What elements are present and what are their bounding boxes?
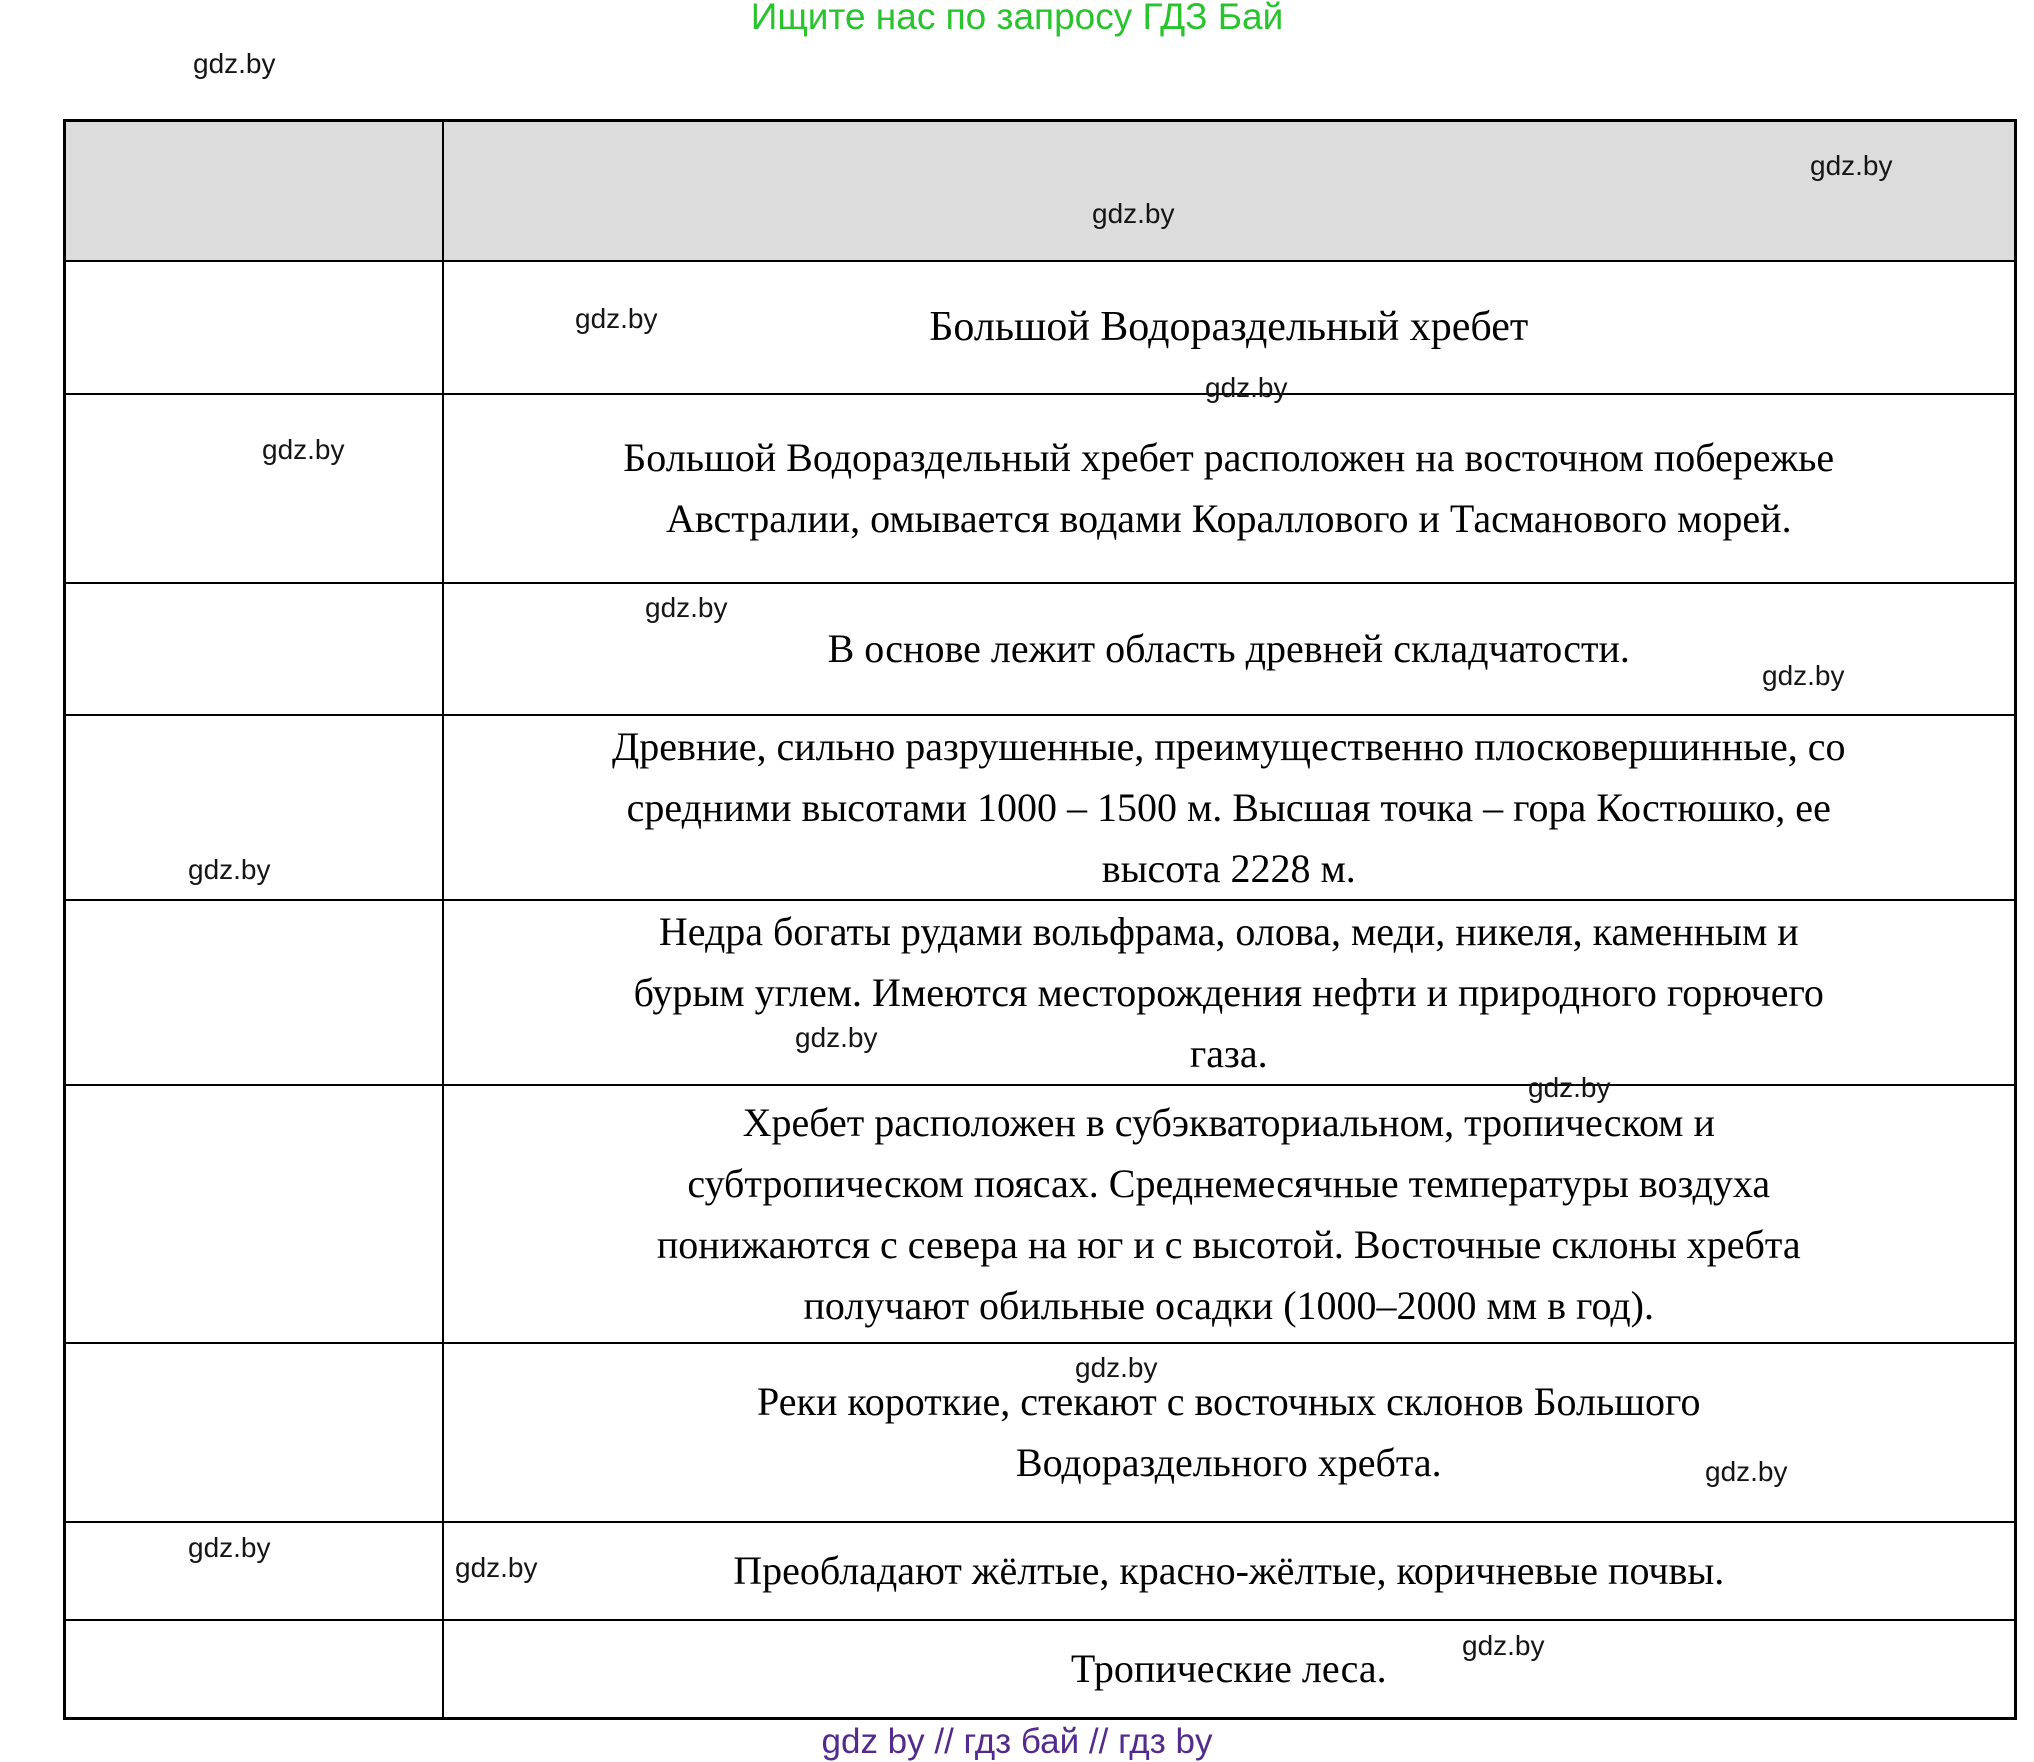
gdz-watermark: gdz.by: [193, 48, 276, 79]
cell-geographic-position: Большой Водораздельный хребет расположен…: [441, 392, 2017, 584]
criteria-cell-minerals: [63, 898, 444, 1086]
criteria-cell-climate: [63, 1083, 444, 1344]
gdz-watermark: gdz.by: [188, 854, 271, 885]
cell-rivers: Реки короткие, стекают с восточных склон…: [441, 1341, 2017, 1523]
cell-minerals: Недра богаты рудами вольфрама, олова, ме…: [441, 898, 2017, 1086]
gdz-watermark: gdz.by: [1705, 1456, 1788, 1487]
gdz-watermark: gdz.by: [795, 1022, 878, 1053]
gdz-watermark: gdz.by: [262, 434, 345, 465]
cell-soils: Преобладают жёлтые, красно-жёлтые, корич…: [441, 1520, 2017, 1621]
cell-relief: Древние, сильно разрушенные, преимуществ…: [441, 713, 2017, 901]
gdz-watermark: gdz.by: [1462, 1630, 1545, 1661]
criteria-cell-soils: [63, 1520, 444, 1621]
gdz-watermark: gdz.by: [1810, 150, 1893, 181]
table-row-minerals: Недра богаты рудами вольфрама, олова, ме…: [63, 898, 2017, 1086]
table-row-geographic-position: Большой Водораздельный хребет расположен…: [63, 392, 2017, 584]
gdz-watermark: gdz.by: [1528, 1072, 1611, 1103]
header-cell-right: [441, 119, 2017, 262]
promo-banner: Ищите нас по запросу ГДЗ Бай: [750, 0, 1284, 37]
criteria-cell-title: [63, 259, 444, 395]
gdz-watermark: gdz.by: [575, 303, 658, 334]
table-row-vegetation: Тропические леса.: [63, 1618, 2017, 1720]
cell-title: Большой Водораздельный хребет: [441, 259, 2017, 395]
cell-tectonic-basis: В основе лежит область древней складчато…: [441, 581, 2017, 716]
table-row-climate: Хребет расположен в субэкваториальном, т…: [63, 1083, 2017, 1344]
table-row-relief: Древние, сильно разрушенные, преимуществ…: [63, 713, 2017, 901]
table-row-soils: Преобладают жёлтые, красно-жёлтые, корич…: [63, 1520, 2017, 1621]
gdz-watermark: gdz.by: [455, 1552, 538, 1583]
gdz-watermark: gdz.by: [1092, 198, 1175, 229]
gdz-watermark: gdz.by: [645, 592, 728, 623]
table-row-rivers: Реки короткие, стекают с восточных склон…: [63, 1341, 2017, 1523]
cell-climate: Хребет расположен в субэкваториальном, т…: [441, 1083, 2017, 1344]
gdz-watermark: gdz.by: [1762, 660, 1845, 691]
criteria-cell-rivers: [63, 1341, 444, 1523]
table-row-title: Большой Водораздельный хребет: [63, 259, 2017, 395]
footer-links: gdz by // гдз бай // гдз by: [821, 1722, 1213, 1761]
gdz-watermark: gdz.by: [1075, 1352, 1158, 1383]
gdz-watermark: gdz.by: [188, 1532, 271, 1563]
characteristics-table: Большой Водораздельный хребет Большой Во…: [63, 119, 2017, 1720]
criteria-cell-relief: [63, 713, 444, 901]
gdz-watermark: gdz.by: [1205, 372, 1288, 403]
header-cell-left: [63, 119, 444, 262]
table-header-row: [63, 119, 2017, 262]
table-row-tectonic-basis: В основе лежит область древней складчато…: [63, 581, 2017, 716]
criteria-cell-tectonic-basis: [63, 581, 444, 716]
criteria-cell-geographic-position: [63, 392, 444, 584]
cell-vegetation: Тропические леса.: [441, 1618, 2017, 1720]
criteria-cell-vegetation: [63, 1618, 444, 1720]
